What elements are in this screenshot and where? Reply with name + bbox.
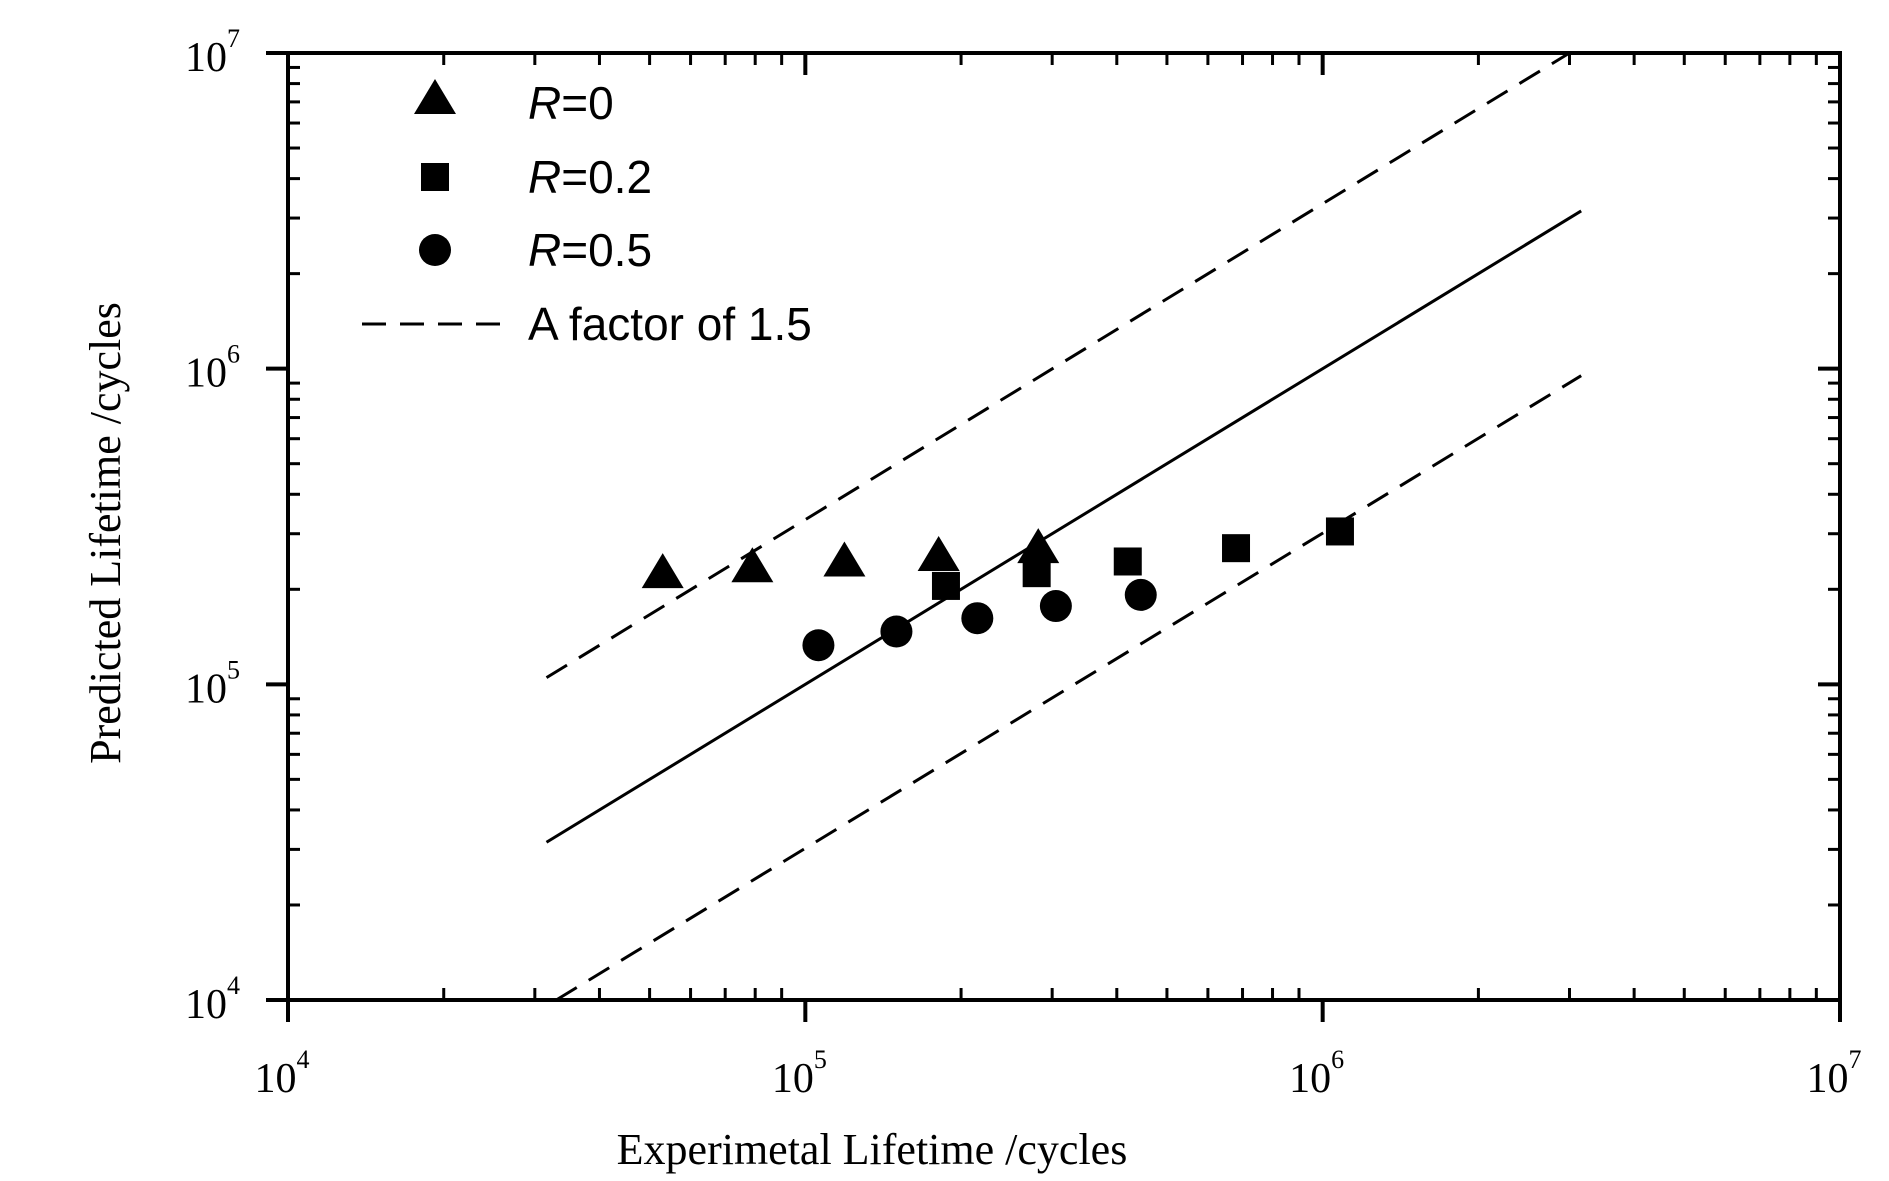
x-tick-label-exponent: 6 (1331, 1045, 1344, 1074)
y-tick-label: 106 (185, 340, 240, 397)
legend-label-value: =0.5 (561, 224, 652, 276)
x-tick-label: 105 (772, 1045, 827, 1102)
legend-label-variable: R (528, 224, 561, 276)
x-tick-label: 104 (255, 1045, 310, 1102)
dashed-bound-line (555, 374, 1582, 1002)
legend-label-value: =0 (561, 77, 613, 129)
legend-label-value: =0.2 (561, 151, 652, 203)
solid-identity-line (545, 209, 1582, 844)
legend-label: R=0.2 (528, 151, 652, 203)
data-point-triangle (917, 536, 960, 572)
x-tick-label: 107 (1807, 1045, 1862, 1102)
legend-label: R=0 (528, 77, 614, 129)
legend-marker-triangle (414, 79, 456, 114)
x-tick-label-exponent: 4 (297, 1045, 310, 1074)
data-point-triangle (1017, 528, 1060, 564)
y-axis-title: Predicted Lifetime /cycles (81, 302, 130, 764)
y-tick-label-exponent: 4 (227, 971, 240, 1000)
y-tick-label-exponent: 5 (227, 655, 240, 684)
x-tick-label-exponent: 5 (814, 1045, 827, 1074)
x-tick-labels: 104 105 106 107 (255, 1045, 1862, 1102)
legend-marker-square (421, 163, 449, 191)
data-point-square (1325, 517, 1354, 546)
y-tick-label: 107 (185, 24, 240, 81)
data-point-triangle (641, 553, 684, 589)
data-point-square (1222, 534, 1251, 563)
data-point-triangle (823, 541, 866, 577)
data-point-circle (961, 602, 994, 635)
y-tick-label: 105 (185, 655, 240, 712)
y-tick-label-exponent: 7 (227, 24, 240, 53)
y-tick-labels: 104 105 106 107 (185, 24, 240, 1028)
y-tick-label-exponent: 6 (227, 340, 240, 369)
legend-marker-circle (419, 234, 451, 266)
data-point-triangle (731, 547, 774, 583)
data-point-square (1022, 559, 1051, 588)
legend-label: R=0.5 (528, 224, 652, 276)
major-ticks (266, 51, 1842, 1022)
legend-label-dashed: A factor of 1.5 (528, 298, 812, 350)
data-point-circle (1039, 590, 1072, 623)
legend-label-variable: R (528, 151, 561, 203)
plot-frame (286, 51, 1842, 1002)
dashed-bound-line (545, 51, 1571, 679)
x-tick-label-exponent: 7 (1849, 1045, 1862, 1074)
data-point-square (1113, 547, 1142, 576)
reference-lines (545, 51, 1582, 1002)
data-point-square (931, 571, 960, 600)
data-point-circle (802, 629, 835, 662)
legend-label-variable: R (528, 77, 561, 129)
x-axis-title: Experimetal Lifetime /cycles (617, 1125, 1128, 1174)
data-points (641, 517, 1354, 662)
y-tick-label: 104 (185, 971, 240, 1028)
data-point-circle (1124, 578, 1157, 611)
legend: R=0R=0.2R=0.5A factor of 1.5 (362, 77, 812, 350)
data-point-circle (880, 615, 913, 648)
x-tick-label: 106 (1289, 1045, 1344, 1102)
